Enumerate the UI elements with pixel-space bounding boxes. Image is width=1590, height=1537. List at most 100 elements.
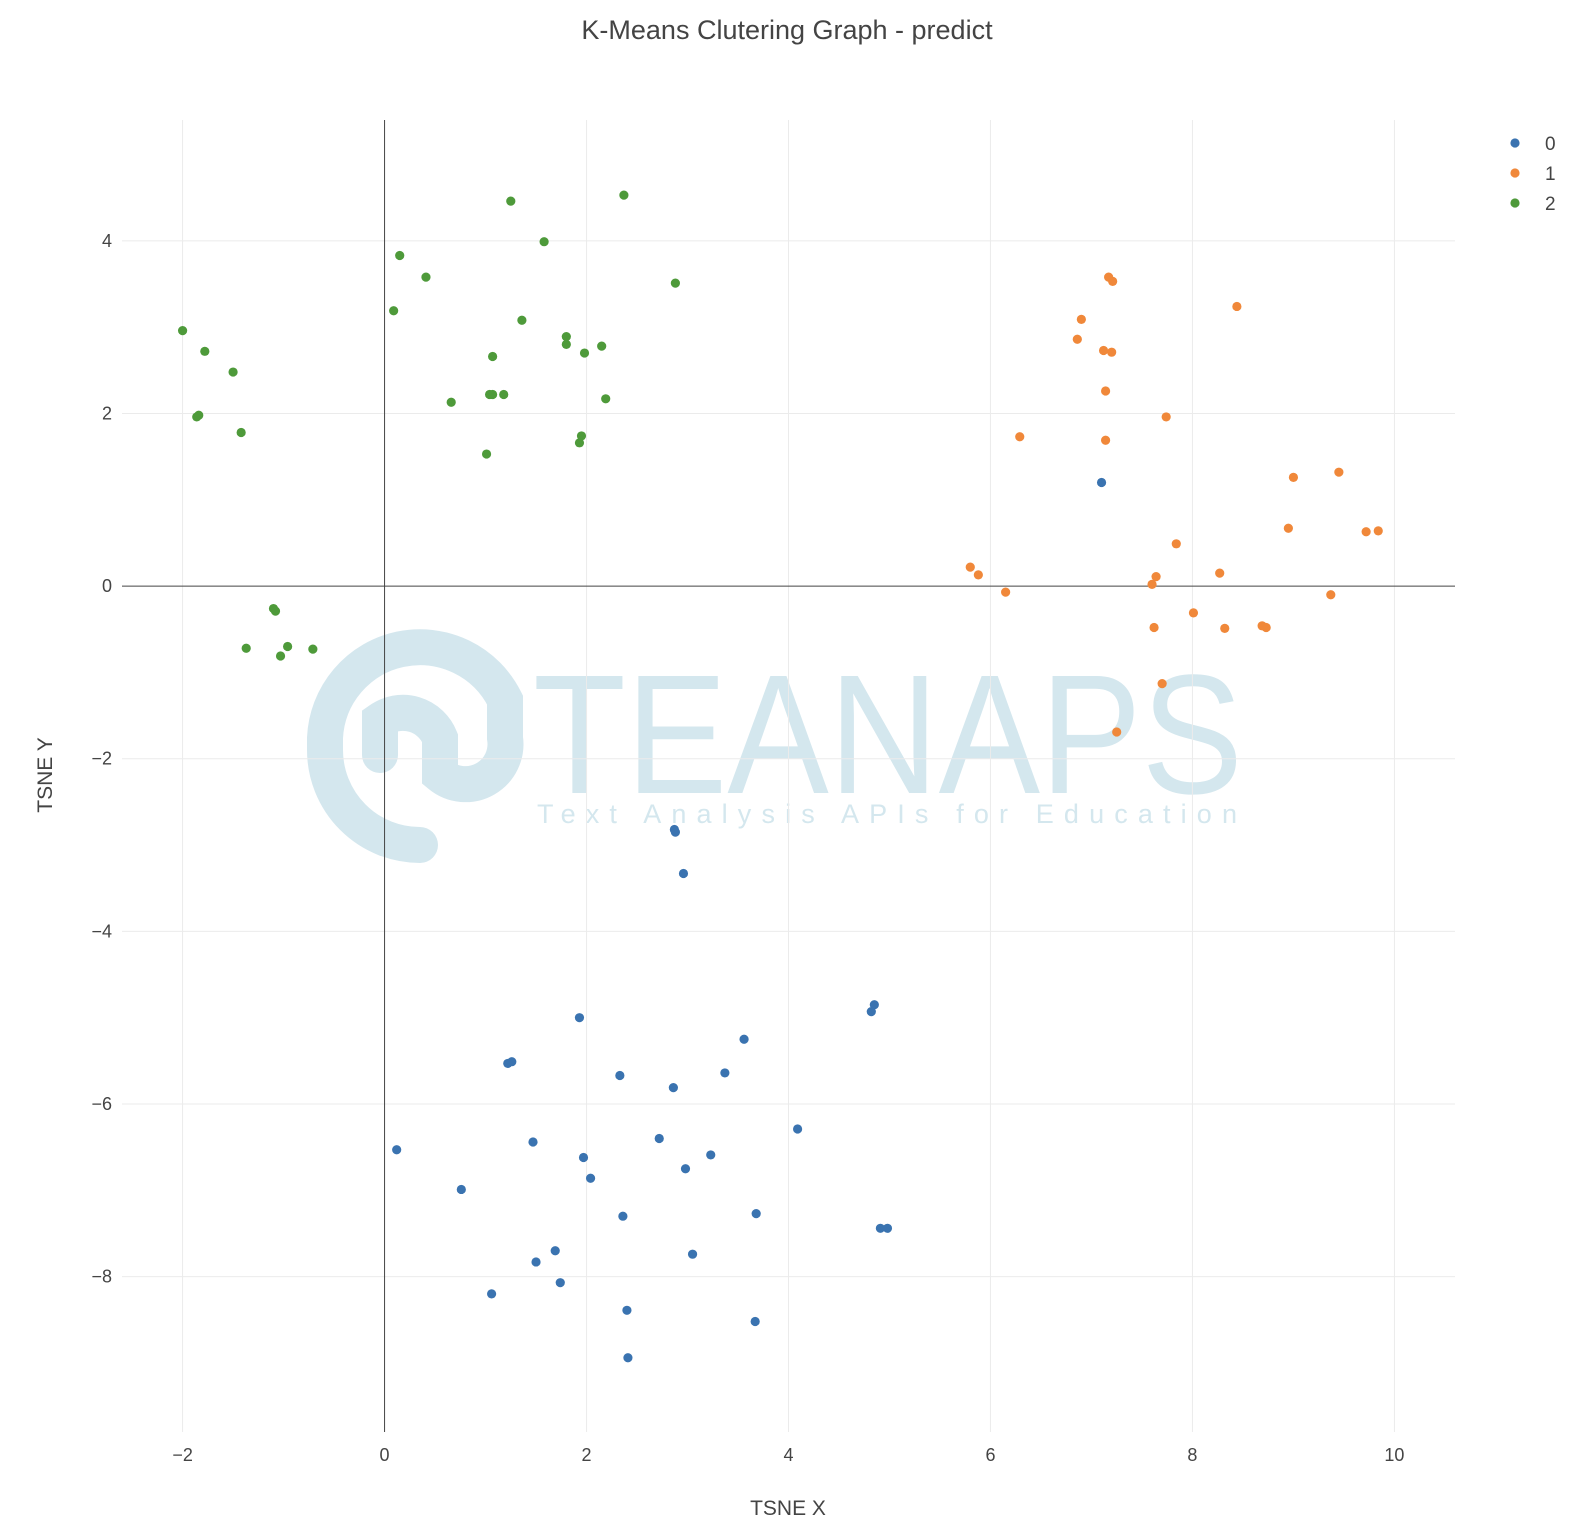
data-point[interactable] [1108, 276, 1118, 287]
data-point[interactable] [550, 1246, 560, 1256]
data-point[interactable] [1215, 568, 1225, 578]
data-point[interactable] [973, 570, 983, 580]
data-point[interactable] [866, 1007, 876, 1017]
data-point[interactable] [270, 606, 281, 616]
data-point[interactable] [601, 394, 611, 404]
data-point[interactable] [574, 1013, 585, 1023]
data-point[interactable] [1015, 432, 1025, 442]
data-point[interactable] [275, 651, 286, 661]
data-point[interactable] [507, 1057, 517, 1067]
data-point[interactable] [875, 1223, 885, 1233]
data-point[interactable] [481, 449, 492, 459]
data-point[interactable] [576, 431, 587, 441]
y-tick-label: 0 [102, 576, 112, 596]
data-point[interactable] [241, 643, 251, 653]
data-point[interactable] [392, 1145, 402, 1155]
data-point[interactable] [395, 250, 405, 261]
data-point[interactable] [619, 190, 629, 200]
data-point[interactable] [578, 1152, 589, 1163]
data-point[interactable] [574, 438, 585, 448]
data-point[interactable] [487, 1289, 497, 1299]
data-point[interactable] [623, 1353, 633, 1363]
data-point[interactable] [720, 1068, 730, 1078]
data-point[interactable] [456, 1184, 466, 1195]
data-point[interactable] [706, 1150, 716, 1160]
data-point[interactable] [1157, 679, 1167, 689]
data-point[interactable] [622, 1305, 632, 1315]
data-point[interactable] [1112, 727, 1122, 737]
data-point[interactable] [1147, 579, 1157, 589]
data-point[interactable] [1334, 467, 1344, 477]
data-point[interactable] [488, 351, 498, 362]
data-point[interactable] [1288, 472, 1299, 482]
data-point[interactable] [618, 1211, 628, 1221]
data-point[interactable] [1171, 539, 1181, 549]
data-point[interactable] [687, 1249, 698, 1259]
data-point[interactable] [1261, 622, 1271, 633]
data-point[interactable] [561, 339, 571, 350]
data-point[interactable] [236, 427, 246, 438]
data-point[interactable] [1283, 523, 1293, 533]
data-point[interactable] [1107, 347, 1117, 357]
legend-item-0[interactable]: 0 [1510, 134, 1556, 155]
x-tick-label: 8 [1187, 1445, 1197, 1465]
data-point[interactable] [561, 332, 571, 342]
data-point[interactable] [1326, 590, 1336, 600]
data-point[interactable] [488, 389, 498, 400]
data-point[interactable] [597, 341, 607, 351]
data-point[interactable] [869, 1000, 879, 1010]
data-point[interactable] [654, 1133, 664, 1144]
data-point[interactable] [1373, 526, 1383, 536]
data-point[interactable] [670, 827, 680, 837]
data-point[interactable] [555, 1278, 565, 1288]
data-point[interactable] [1232, 301, 1242, 312]
data-point[interactable] [1161, 412, 1171, 422]
data-point[interactable] [531, 1257, 541, 1267]
data-point[interactable] [1361, 527, 1371, 537]
data-point[interactable] [1072, 334, 1082, 344]
data-point[interactable] [965, 562, 975, 572]
x-tick-label: 2 [582, 1445, 592, 1465]
data-point[interactable] [1100, 435, 1111, 445]
data-point[interactable] [506, 196, 516, 206]
data-point[interactable] [1076, 314, 1086, 324]
data-point[interactable] [499, 389, 509, 400]
data-point[interactable] [1096, 477, 1107, 488]
data-point[interactable] [670, 278, 680, 288]
data-point[interactable] [421, 272, 431, 282]
data-point[interactable] [751, 1209, 761, 1219]
data-point[interactable] [1151, 572, 1161, 582]
data-point[interactable] [446, 397, 456, 407]
legend-item-2[interactable]: 2 [1510, 194, 1556, 215]
data-point[interactable] [200, 346, 210, 356]
data-point[interactable] [585, 1173, 596, 1183]
data-point[interactable] [882, 1223, 893, 1233]
data-point[interactable] [389, 306, 399, 316]
legend-item-1[interactable]: 1 [1510, 164, 1556, 185]
data-point[interactable] [680, 1164, 691, 1174]
data-point[interactable] [1188, 608, 1199, 618]
data-point[interactable] [1098, 345, 1109, 356]
data-point[interactable] [615, 1070, 625, 1081]
data-point[interactable] [192, 412, 202, 422]
data-point[interactable] [1001, 587, 1011, 597]
data-point[interactable] [1100, 386, 1111, 396]
data-point[interactable] [750, 1316, 760, 1327]
legend-label: 0 [1545, 134, 1556, 155]
data-point[interactable] [228, 367, 238, 377]
data-point[interactable] [739, 1034, 749, 1044]
data-points [177, 190, 1383, 1363]
data-point[interactable] [668, 1083, 678, 1093]
data-point[interactable] [539, 237, 549, 247]
data-point[interactable] [283, 641, 293, 652]
data-point[interactable] [308, 644, 318, 654]
legend[interactable]: 0 1 2 [1510, 134, 1556, 215]
data-point[interactable] [517, 315, 527, 325]
data-point[interactable] [528, 1137, 538, 1147]
data-point[interactable] [579, 348, 590, 358]
data-point[interactable] [1149, 622, 1159, 633]
data-point[interactable] [792, 1124, 803, 1134]
data-point[interactable] [177, 326, 188, 336]
data-point[interactable] [1220, 623, 1230, 634]
data-point[interactable] [678, 868, 689, 879]
